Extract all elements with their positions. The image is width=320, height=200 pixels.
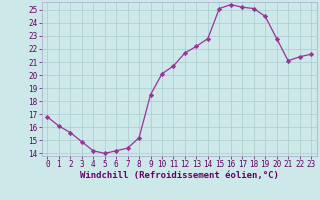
X-axis label: Windchill (Refroidissement éolien,°C): Windchill (Refroidissement éolien,°C)	[80, 171, 279, 180]
